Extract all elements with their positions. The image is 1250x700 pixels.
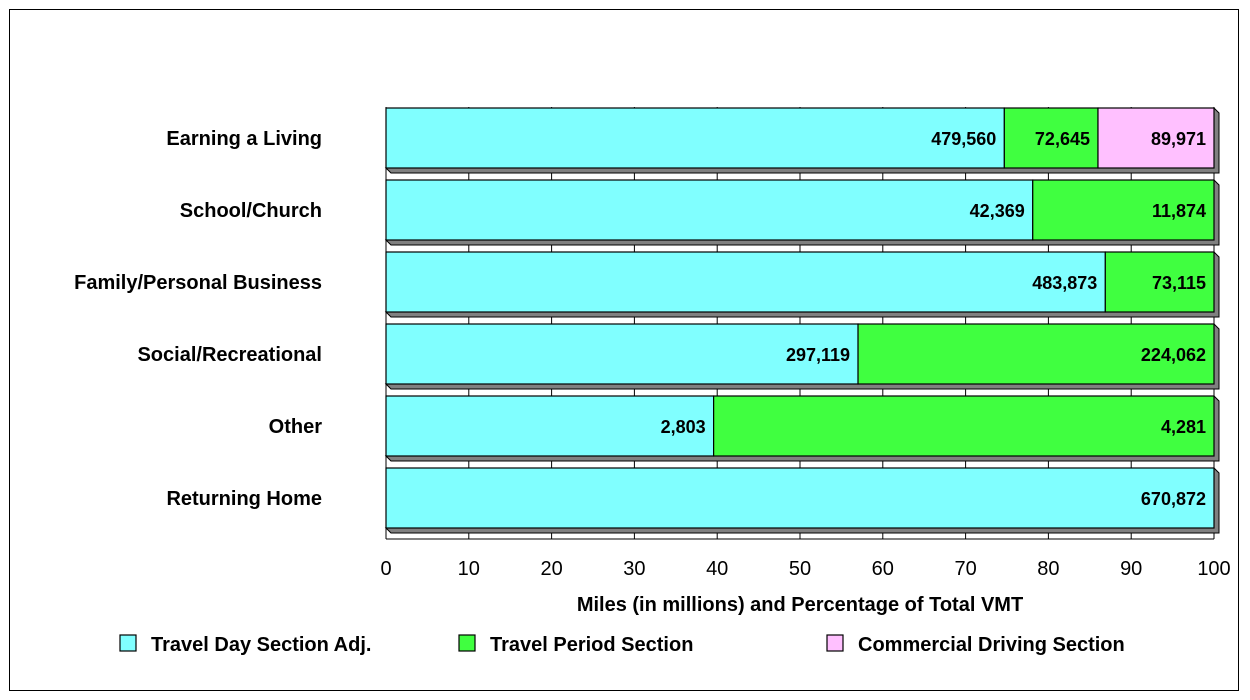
- value-labels: 479,560 72,645 89,971 42,369 11,874 483,873 73…: [661, 129, 1206, 509]
- legend-label: Travel Period Section: [490, 634, 693, 656]
- category-label: Earning a Living: [166, 128, 322, 150]
- x-axis: 0 10 20 30 40 50 60 70 80 90 100: [380, 538, 1231, 580]
- bar-segment: [385, 467, 1215, 529]
- x-tick-label: 0: [380, 558, 391, 580]
- bar-segment: [385, 395, 715, 457]
- bar-segment: [385, 179, 1034, 241]
- value-label: 11,874: [1152, 201, 1206, 221]
- value-label: 670,872: [1141, 489, 1206, 509]
- x-axis-title: Miles (in millions) and Percentage of To…: [577, 594, 1023, 616]
- legend-swatch: [826, 634, 844, 652]
- legend-label: Commercial Driving Section: [858, 634, 1125, 656]
- legend-label: Travel Day Section Adj.: [151, 634, 371, 656]
- legend-item: Travel Period Section: [458, 634, 693, 656]
- value-label: 224,062: [1141, 345, 1206, 365]
- gridlines: [385, 107, 1215, 539]
- bar-segment: [385, 251, 1106, 313]
- value-label: 2,803: [661, 417, 706, 437]
- x-tick-label: 70: [954, 558, 976, 580]
- x-tick-label: 100: [1197, 558, 1230, 580]
- value-label: 483,873: [1032, 273, 1097, 293]
- value-label: 4,281: [1161, 417, 1206, 437]
- bar-segment: [713, 395, 1215, 457]
- category-label: Family/Personal Business: [74, 272, 322, 294]
- x-tick-label: 40: [706, 558, 728, 580]
- x-tick-label: 30: [623, 558, 645, 580]
- bar-segment: [1104, 251, 1215, 313]
- chart-frame: Earning a Living School/Church Family/Pers…: [9, 9, 1239, 691]
- category-label: Returning Home: [166, 488, 322, 510]
- category-label: Other: [269, 416, 323, 438]
- bar-segment: [1032, 179, 1215, 241]
- stacked-bar-chart: Earning a Living School/Church Family/Pers…: [74, 106, 1231, 656]
- x-tick-label: 90: [1120, 558, 1142, 580]
- value-label: 89,971: [1151, 129, 1206, 149]
- bar-segment: [385, 107, 1005, 169]
- value-label: 73,115: [1152, 273, 1206, 293]
- category-label: Social/Recreational: [137, 344, 322, 366]
- value-label: 42,369: [970, 201, 1025, 221]
- legend-item: Travel Day Section Adj.: [119, 634, 371, 656]
- bar-segment: [385, 323, 859, 385]
- value-label: 297,119: [786, 345, 850, 365]
- legend: Travel Day Section Adj. Travel Period Sec…: [119, 634, 1125, 656]
- bars: [384, 106, 1220, 534]
- bar-segment: [1003, 107, 1099, 169]
- x-tick-label: 60: [872, 558, 894, 580]
- x-tick-label: 80: [1037, 558, 1059, 580]
- legend-swatch: [119, 634, 137, 652]
- category-label: School/Church: [180, 200, 322, 222]
- x-tick-label: 50: [789, 558, 811, 580]
- category-labels: Earning a Living School/Church Family/Pers…: [74, 128, 322, 510]
- x-tick-label: 10: [458, 558, 480, 580]
- bar-segment: [1097, 107, 1215, 169]
- legend-swatch: [458, 634, 476, 652]
- legend-item: Commercial Driving Section: [826, 634, 1125, 656]
- bar-segment: [857, 323, 1215, 385]
- value-label: 72,645: [1035, 129, 1090, 149]
- value-label: 479,560: [931, 129, 996, 149]
- x-tick-label: 20: [540, 558, 562, 580]
